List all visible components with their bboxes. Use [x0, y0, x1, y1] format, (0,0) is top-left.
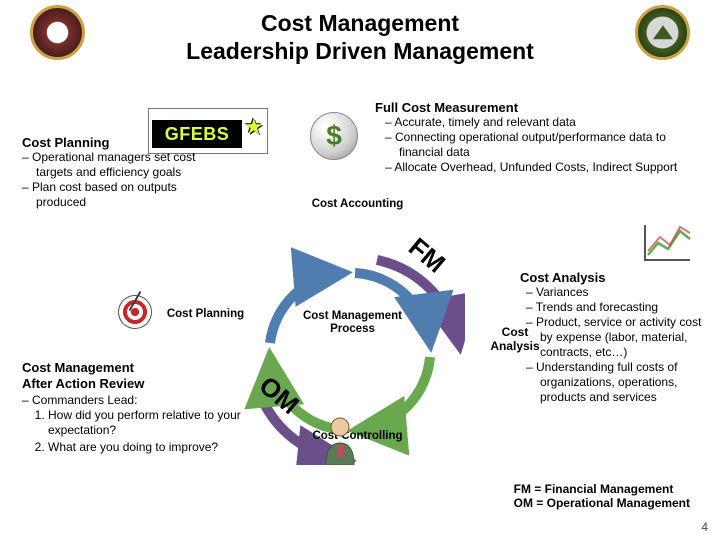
ca-item: Understanding full costs of organization…	[540, 360, 710, 405]
legend-fm: FM = Financial Management	[514, 482, 690, 496]
full-cost-measurement-block: Full Cost Measurement Accurate, timely a…	[375, 100, 705, 175]
title-line1: Cost Management	[261, 10, 459, 36]
target-icon	[118, 295, 152, 329]
aar-heading: Cost Management	[22, 360, 247, 376]
page-number: 4	[701, 520, 708, 534]
ca-heading: Cost Analysis	[520, 270, 710, 285]
aar-lead: Commanders Lead:	[36, 393, 247, 408]
gfebs-star-icon: ★	[244, 114, 264, 140]
aar-subheading: After Action Review	[22, 376, 247, 392]
cost-planning-item: Plan cost based on outputs produced	[36, 180, 202, 210]
legend-block: FM = Financial Management OM = Operation…	[514, 482, 690, 510]
fcm-heading: Full Cost Measurement	[375, 100, 705, 115]
dollar-coin-icon: $	[310, 112, 358, 160]
legend-om: OM = Operational Management	[514, 496, 690, 510]
fcm-item: Accurate, timely and relevant data	[399, 115, 705, 130]
cycle-node-left-label: Cost Planning	[167, 308, 244, 320]
after-action-block: Cost Management After Action Review Comm…	[22, 360, 247, 457]
seal-left	[30, 5, 85, 60]
cycle-node-center-label: Cost Management Process	[303, 310, 402, 335]
cycle-node-right-label: Cost Analysis	[490, 325, 539, 353]
cycle-node-center: Cost Management Process	[300, 310, 405, 335]
ca-item: Trends and forecasting	[540, 300, 710, 315]
person-icon	[320, 415, 360, 465]
chart-icon	[644, 225, 690, 261]
ca-item: Product, service or activity cost by exp…	[540, 315, 710, 360]
cost-planning-block: Cost Planning Operational managers set c…	[22, 135, 202, 210]
aar-q: How did you perform relative to your exp…	[48, 408, 247, 438]
fcm-item: Allocate Overhead, Unfunded Costs, Indir…	[399, 160, 705, 175]
cost-planning-item: Operational managers set cost targets an…	[36, 150, 202, 180]
page-title: Cost Management Leadership Driven Manage…	[0, 0, 720, 65]
cycle-node-left: Cost Planning	[158, 308, 253, 321]
ca-item: Variances	[540, 285, 710, 300]
title-line2: Leadership Driven Management	[186, 38, 534, 64]
fcm-item: Connecting operational output/performanc…	[399, 130, 705, 160]
cycle-node-right: Cost Analysis	[480, 325, 550, 353]
cycle-node-top-label: Cost Accounting	[312, 198, 404, 210]
cost-planning-heading: Cost Planning	[22, 135, 202, 150]
cycle-node-top: Cost Accounting	[310, 198, 405, 211]
seal-right	[635, 5, 690, 60]
dollar-symbol: $	[326, 120, 342, 152]
aar-q: What are you doing to improve?	[48, 440, 247, 455]
